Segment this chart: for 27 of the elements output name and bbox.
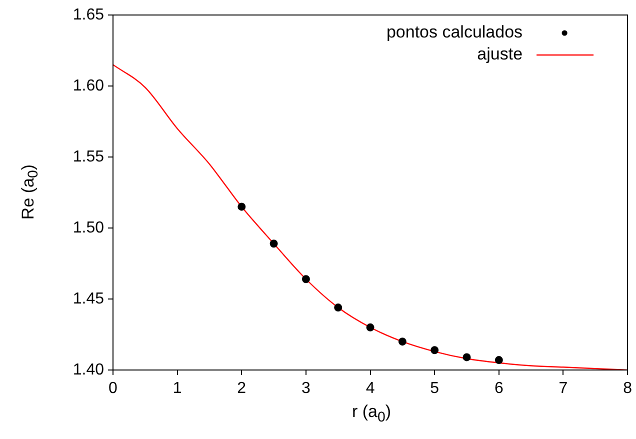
x-axis-title: r (a$_{0}$) — [350, 402, 392, 426]
point — [270, 240, 278, 248]
x-tick-label: 3 — [302, 380, 311, 398]
x-tick-label: 1 — [172, 380, 182, 398]
y-tick-label: 1.60 — [72, 77, 104, 94]
y-tick-label: 1.55 — [72, 148, 104, 166]
x-tick-label: 7 — [558, 380, 568, 398]
point — [494, 356, 503, 364]
x-tick-label: 0 — [108, 380, 118, 398]
point — [334, 304, 342, 312]
point — [398, 338, 406, 346]
y-tick-label: 1.45 — [72, 290, 104, 308]
point — [366, 323, 374, 332]
x-tick-label: 4 — [366, 380, 375, 398]
x-tick-label: 5 — [430, 380, 440, 398]
point — [238, 202, 246, 211]
y-tick-label: 1.65 — [72, 6, 104, 24]
x-tick-label: 8 — [623, 380, 632, 398]
x-tick-label: 6 — [494, 380, 504, 398]
y-tick-label: 1.50 — [72, 219, 104, 236]
legend-label: ajuste — [477, 44, 523, 64]
point — [302, 275, 310, 284]
legend-label: pontos calculados — [386, 22, 523, 42]
x-tick-label: 2 — [237, 380, 246, 398]
point — [430, 346, 439, 354]
point — [462, 353, 471, 362]
y-tick-label: 1.40 — [72, 361, 104, 378]
